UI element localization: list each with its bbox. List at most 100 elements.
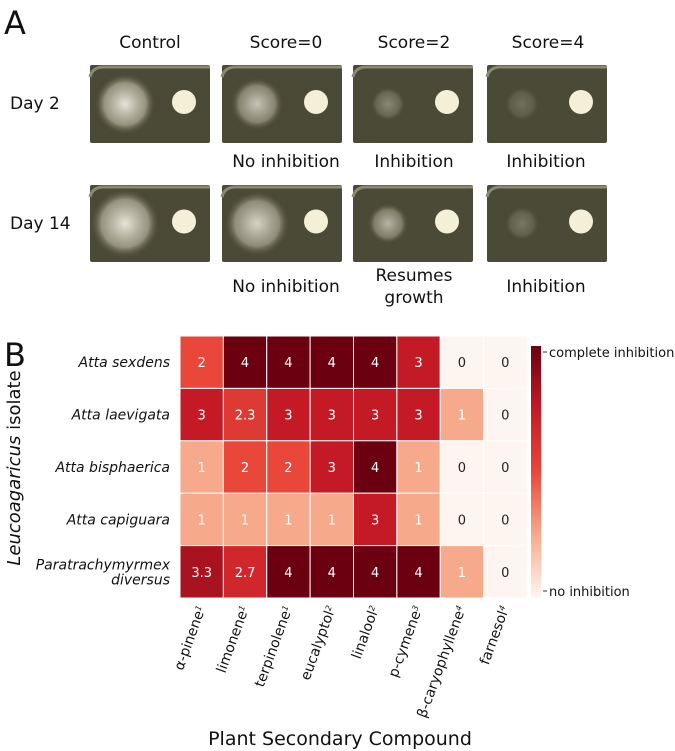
x-tick-note: 2 (367, 604, 377, 612)
dish-rim (220, 185, 342, 198)
cell-label: 4 (284, 566, 292, 581)
x-axis-title: Plant Secondary Compound (208, 728, 472, 750)
heatmap-cell (353, 387, 398, 442)
cell-label: 0 (458, 461, 466, 476)
cell-label: 4 (328, 356, 336, 371)
column-header: Score=4 (512, 33, 585, 53)
caption: Resumes (375, 266, 452, 286)
heatmap-cell (483, 440, 528, 494)
dish-rim (220, 65, 342, 78)
heatmap-cell (483, 335, 528, 389)
paper-disc (569, 209, 593, 234)
x-tick-note: 4 (453, 604, 463, 612)
cell-label: 3 (328, 461, 336, 476)
cell-label: 1 (241, 513, 249, 528)
x-tick-name: terpinolene (252, 609, 294, 690)
x-tick-name: farnesol (477, 609, 511, 667)
cell-label: 4 (371, 566, 379, 581)
y-axis-title: Leucoagaricus isolate (4, 370, 25, 565)
caption: No inhibition (232, 152, 340, 172)
y-tick-label: Atta capiguara (66, 512, 170, 528)
x-tick-name: eucalyptol (298, 609, 338, 683)
y-axis-title-rest: isolate (4, 370, 25, 430)
heatmap-cell (179, 387, 224, 442)
heatmap-cell (439, 545, 485, 599)
cell-label: 3 (328, 409, 336, 424)
heatmap-cell (309, 545, 354, 599)
dish-rim (485, 65, 607, 78)
x-tick-label: terpinolene1 (252, 604, 296, 689)
heatmap-cell (439, 440, 485, 494)
dish-rim (88, 65, 210, 78)
paper-disc (172, 209, 196, 234)
x-tick-note: 3 (410, 604, 420, 612)
heatmap-cell (266, 492, 311, 547)
paper-disc (435, 209, 459, 234)
caption: Inhibition (506, 277, 585, 297)
x-tick-label: p-cymene3 (386, 604, 427, 680)
paper-disc (172, 90, 196, 114)
heatmap-cell (222, 335, 268, 389)
x-tick-note: 1 (193, 604, 203, 612)
heatmap-cell (483, 387, 528, 442)
cell-label: 3 (198, 409, 206, 424)
fungus (505, 87, 539, 121)
cell-label: 0 (501, 513, 509, 528)
heatmap-cell (179, 545, 224, 599)
caption: Inhibition (374, 152, 453, 172)
y-tick-label: Paratrachymyrmex (36, 557, 171, 573)
colorbar-label: complete inhibition (549, 346, 674, 361)
x-tick-label: β-caryophyllene4 (414, 604, 469, 720)
paper-disc (304, 209, 328, 234)
cell-label: 4 (241, 356, 249, 371)
heatmap-cell (483, 545, 528, 599)
caption: Inhibition (506, 152, 585, 172)
heatmap-cell (439, 387, 485, 442)
dish-rim (88, 185, 210, 198)
heatmap-cell (396, 335, 441, 389)
cell-label: 1 (414, 513, 422, 528)
cell-label: 2.7 (235, 566, 256, 581)
heatmap-cell (266, 440, 311, 494)
heatmap-cell (222, 440, 268, 494)
x-tick-label: farnesol4 (477, 604, 513, 667)
photo (487, 185, 607, 262)
heatmap-cell (222, 387, 268, 442)
cell-label: 3.3 (191, 566, 212, 581)
panel-label: A (4, 4, 26, 42)
fungus (231, 78, 283, 130)
cell-label: 2.3 (235, 409, 256, 424)
x-tick-note: 1 (237, 604, 247, 612)
cell-label: 2 (198, 356, 206, 371)
x-tick-note: 2 (323, 604, 333, 612)
heatmap-cell (309, 387, 354, 442)
cell-label: 3 (414, 356, 422, 371)
fungus (225, 191, 289, 256)
photo (353, 65, 473, 143)
caption: growth (384, 288, 443, 308)
heatmap-cell (396, 545, 441, 599)
cell-label: 0 (458, 513, 466, 528)
column-header: Control (119, 33, 180, 53)
heatmap-cell (179, 492, 224, 547)
cell-label: 1 (198, 513, 206, 528)
y-tick-label: Atta bisphaerica (54, 460, 170, 476)
panel-label: B (4, 336, 26, 374)
cell-label: 1 (328, 513, 336, 528)
cell-label: 2 (284, 461, 292, 476)
heatmap-cell (179, 440, 224, 494)
heatmap-cell (353, 545, 398, 599)
x-tick-label: α-pinene1 (171, 604, 209, 673)
y-tick-label: diversus (111, 572, 170, 588)
heatmap-cell (439, 335, 485, 389)
x-tick-name: β-caryophyllene (414, 609, 468, 720)
caption: No inhibition (232, 277, 340, 297)
cell-label: 1 (458, 566, 466, 581)
heatmap-cell (353, 440, 398, 494)
dish-rim (351, 65, 473, 78)
fungus (505, 206, 539, 241)
x-tick-name: p-cymene (386, 609, 425, 680)
photo (487, 65, 607, 143)
cell-label: 3 (284, 409, 292, 424)
